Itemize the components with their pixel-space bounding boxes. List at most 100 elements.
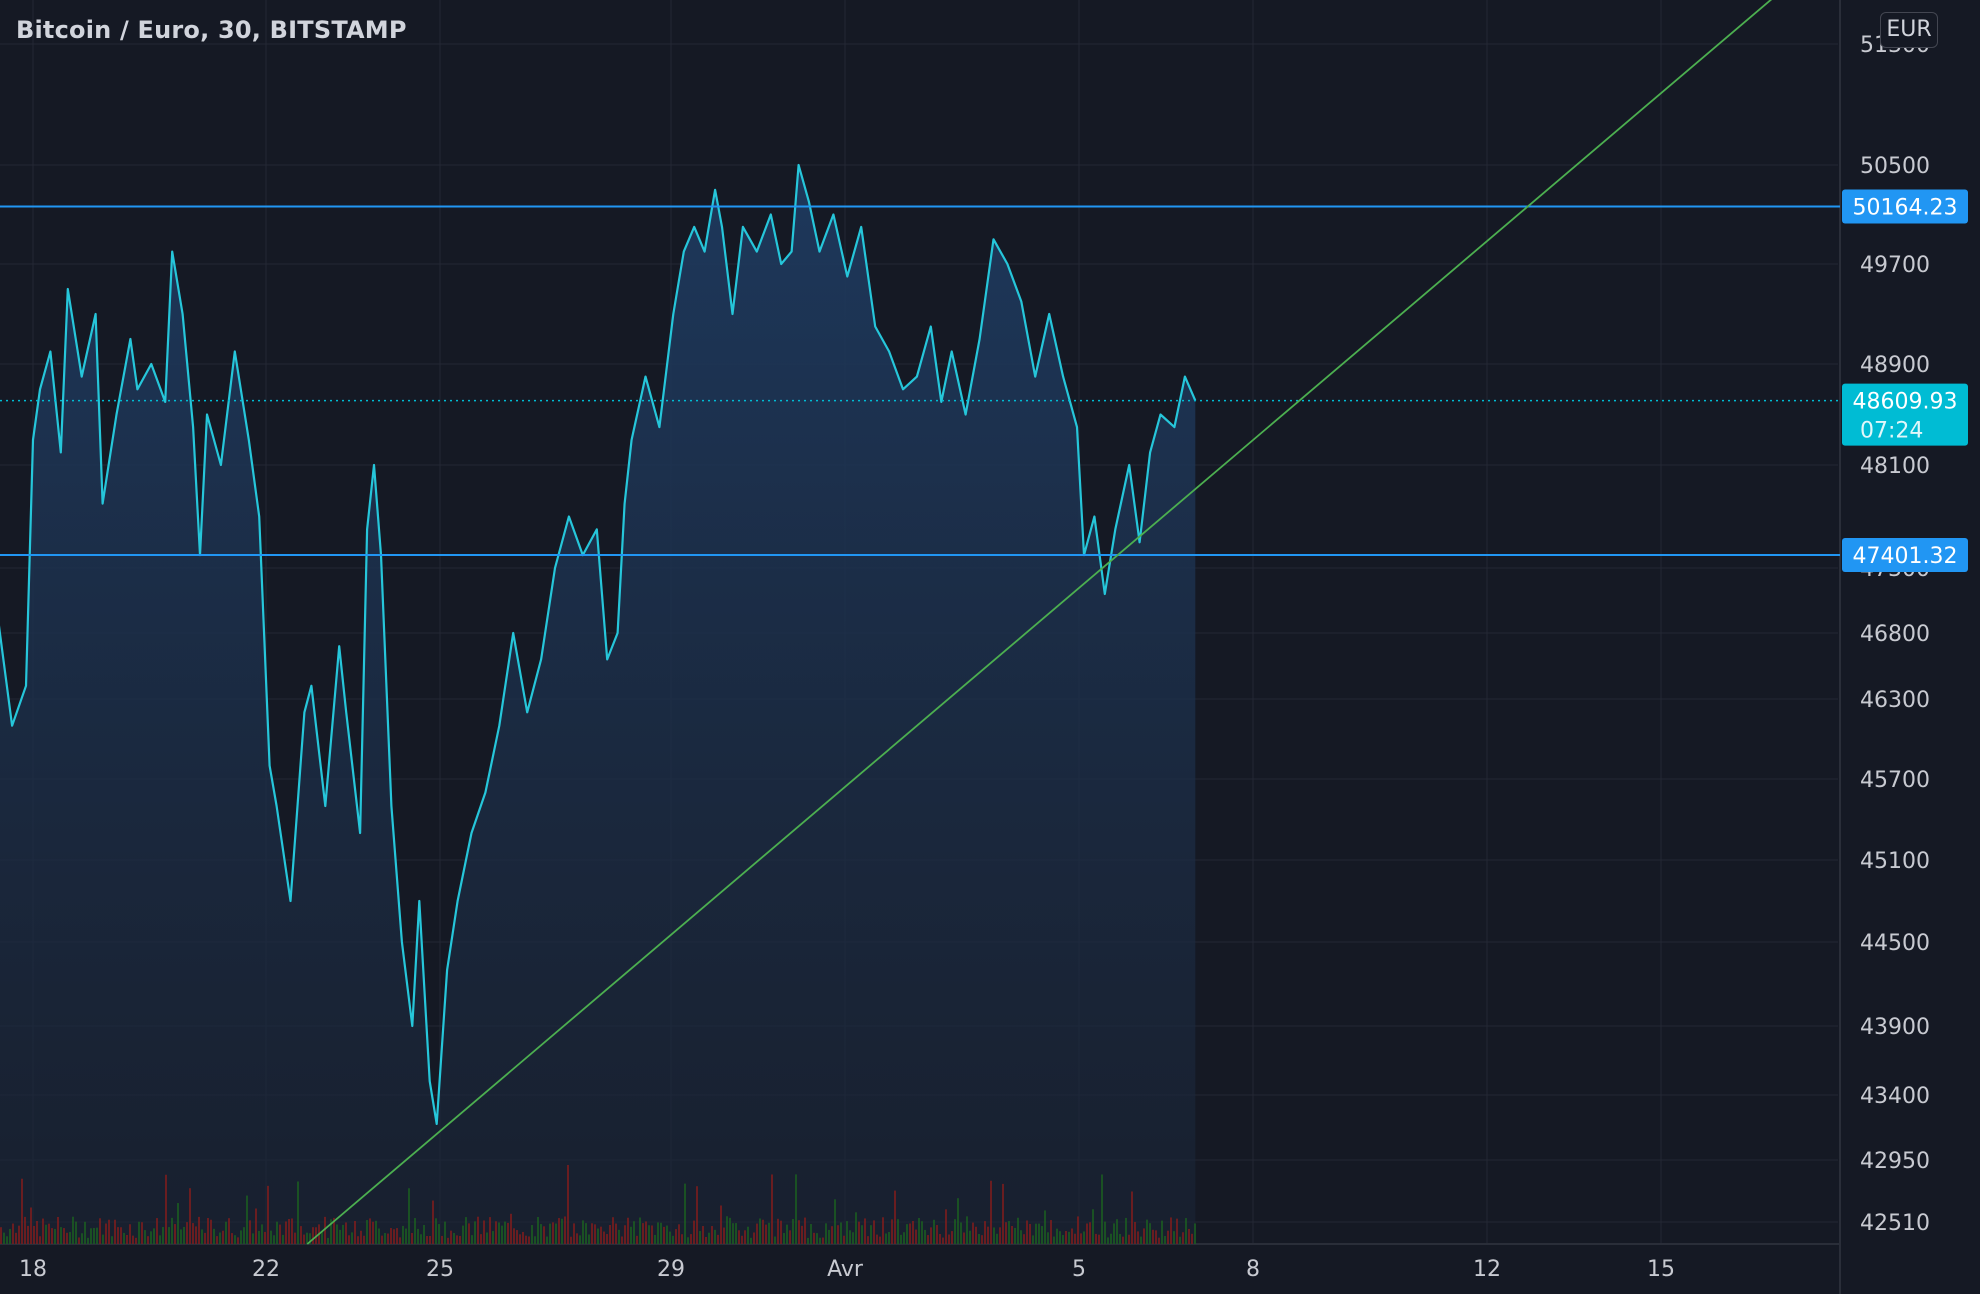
hline-price-tag-label: 50164.23 [1853, 196, 1958, 221]
volume-bar [1158, 1237, 1160, 1244]
volume-bar [870, 1225, 872, 1244]
x-tick-label: 12 [1473, 1257, 1501, 1282]
volume-bar [195, 1226, 197, 1244]
volume-bar [1140, 1236, 1142, 1244]
volume-bar [1053, 1236, 1055, 1244]
volume-bar [831, 1226, 833, 1244]
volume-bar [1071, 1228, 1073, 1244]
volume-bar [264, 1231, 266, 1244]
y-tick-label: 42510 [1860, 1211, 1930, 1236]
volume-bar [798, 1220, 800, 1244]
volume-bar [1110, 1233, 1112, 1244]
trendline[interactable] [306, 0, 1838, 1245]
volume-bar [534, 1236, 536, 1244]
volume-bar [687, 1237, 689, 1244]
volume-bar [453, 1233, 455, 1244]
volume-bar [168, 1227, 170, 1244]
volume-bar [984, 1221, 986, 1244]
volume-bar [93, 1227, 95, 1244]
volume-bar [303, 1234, 305, 1244]
volume-bar [360, 1230, 362, 1244]
volume-bar [708, 1232, 710, 1244]
volume-bar [771, 1174, 773, 1244]
volume-bar [789, 1230, 791, 1244]
volume-bar [162, 1227, 164, 1244]
volume-bar [894, 1190, 896, 1244]
volume-bar [642, 1223, 644, 1244]
volume-bar [564, 1216, 566, 1244]
volume-bar [1038, 1223, 1040, 1244]
volume-bar [549, 1223, 551, 1244]
volume-bar [375, 1220, 377, 1244]
volume-bar [897, 1219, 899, 1244]
volume-bar [279, 1224, 281, 1244]
volume-bar [834, 1199, 836, 1244]
volume-bar [330, 1219, 332, 1244]
volume-bar [516, 1230, 518, 1244]
volume-bar [510, 1213, 512, 1244]
volume-bar [1026, 1220, 1028, 1244]
volume-bar [1146, 1219, 1148, 1244]
volume-bar [846, 1221, 848, 1244]
bar-countdown: 07:24 [1860, 419, 1923, 444]
volume-bar [267, 1185, 269, 1244]
volume-bar [402, 1225, 404, 1244]
volume-bar [366, 1220, 368, 1244]
hline-price-tag [1842, 189, 1968, 224]
volume-bar [627, 1217, 629, 1244]
volume-bar [987, 1226, 989, 1244]
y-tick-label: 43400 [1860, 1084, 1930, 1109]
volume-bar [648, 1225, 650, 1244]
volume-bar [186, 1222, 188, 1244]
volume-bar [921, 1221, 923, 1244]
volume-bar [615, 1223, 617, 1244]
volume-bar [621, 1236, 623, 1244]
volume-bar [762, 1219, 764, 1244]
volume-bar [786, 1224, 788, 1244]
volume-bar [468, 1223, 470, 1244]
volume-bar [1191, 1233, 1193, 1244]
volume-bar [1122, 1236, 1124, 1244]
volume-bar [369, 1218, 371, 1244]
volume-bar [336, 1224, 338, 1244]
volume-bar [1068, 1231, 1070, 1244]
volume-bar [39, 1236, 41, 1244]
volume-bar [261, 1224, 263, 1244]
chart-title: Bitcoin / Euro, 30, BITSTAMP [16, 16, 407, 44]
volume-bar [591, 1223, 593, 1244]
volume-bar [537, 1217, 539, 1244]
volume-bar [819, 1237, 821, 1244]
currency-button[interactable]: EUR [1880, 12, 1938, 48]
y-tick-label: 42950 [1860, 1149, 1930, 1174]
volume-bar [183, 1226, 185, 1244]
y-tick-label: 45100 [1860, 849, 1930, 874]
volume-bar [156, 1218, 158, 1244]
volume-bar [231, 1233, 233, 1244]
volume-bar [633, 1221, 635, 1244]
volume-bar [678, 1224, 680, 1244]
volume-bar [1107, 1237, 1109, 1244]
volume-bar [444, 1221, 446, 1244]
volume-bar [1074, 1233, 1076, 1244]
volume-bar [513, 1228, 515, 1244]
x-tick-label: 8 [1246, 1257, 1260, 1282]
volume-bar [1011, 1225, 1013, 1244]
volume-bar [828, 1229, 830, 1244]
volume-bar [1020, 1230, 1022, 1244]
volume-bar [372, 1221, 374, 1244]
volume-bar [918, 1218, 920, 1244]
volume-bar [1188, 1228, 1190, 1244]
volume-bar [399, 1237, 401, 1244]
volume-bar [1125, 1217, 1127, 1244]
volume-bar [18, 1225, 20, 1244]
volume-bar [795, 1174, 797, 1244]
volume-bar [306, 1232, 308, 1244]
volume-bar [909, 1223, 911, 1244]
volume-bar [177, 1203, 179, 1244]
volume-bar [423, 1225, 425, 1244]
volume-bar [900, 1234, 902, 1244]
volume-bar [1134, 1221, 1136, 1244]
volume-bar [291, 1218, 293, 1244]
